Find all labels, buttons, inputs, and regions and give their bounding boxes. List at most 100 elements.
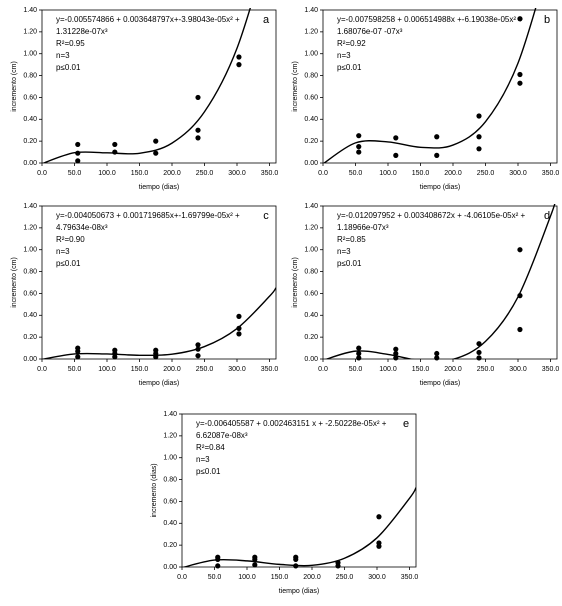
data-point <box>517 326 523 333</box>
y-tick-label: 1.20 <box>163 433 177 440</box>
x-axis-label: tiempo (dias) <box>420 380 460 387</box>
plot-area <box>181 413 417 568</box>
panel: 0.00 0.20 0.40 0.60 0.80 1.00 1.20 1.40 0.0 50.0 1… <box>292 7 560 191</box>
x-axis-label: tiempo (dias) <box>139 380 179 387</box>
data-point <box>236 331 242 337</box>
data-point <box>356 149 362 155</box>
annotation: p≤0.01 <box>56 63 81 72</box>
y-tick-label: 0.40 <box>23 312 37 319</box>
data-point <box>476 355 482 361</box>
x-tick-label: 300.0 <box>509 170 527 177</box>
panel-label: a <box>263 14 270 26</box>
panel-label: e <box>403 418 409 430</box>
annotation: n=3 <box>56 247 70 256</box>
x-tick-label: 150.0 <box>412 170 430 177</box>
y-tick-label: 1.20 <box>304 225 318 232</box>
x-tick-label: 50.0 <box>208 574 222 581</box>
plot-area <box>322 9 558 164</box>
data-point <box>112 354 118 360</box>
y-tick-label: 0.60 <box>304 94 318 101</box>
x-tick-label: 150.0 <box>131 170 149 177</box>
y-tick-label: 0.80 <box>23 72 37 79</box>
x-tick-label: 50.0 <box>349 170 363 177</box>
data-point <box>356 350 362 357</box>
y-tick-label: 1.00 <box>163 455 177 462</box>
x-tick-label: 0.0 <box>318 170 328 177</box>
x-tick-label: 250.0 <box>196 366 214 373</box>
data-point <box>393 346 399 352</box>
x-tick-label: 300.0 <box>509 366 527 373</box>
x-tick-label: 250.0 <box>477 170 495 177</box>
x-tick-label: 50.0 <box>68 366 82 373</box>
x-tick-label: 200.0 <box>303 574 321 581</box>
data-point <box>356 144 362 150</box>
y-tick-label: 0.00 <box>23 356 37 363</box>
data-point <box>356 355 362 361</box>
y-axis-label: incremento (dias) <box>151 463 158 517</box>
y-tick-label: 0.00 <box>163 564 177 571</box>
fit-curve <box>42 287 276 359</box>
data-point <box>476 341 482 347</box>
y-tick-label: 0.20 <box>304 334 318 341</box>
data-point <box>434 134 440 140</box>
annotation: R²=0.95 <box>56 39 85 48</box>
annotation: y=-0.007598258 + 0.006514988x +-6.19038e… <box>337 15 523 24</box>
data-point <box>153 150 159 156</box>
data-point <box>476 134 482 140</box>
y-tick-label: 0.20 <box>163 542 177 549</box>
data-point <box>517 247 523 253</box>
data-point <box>476 113 482 119</box>
panel: 0.00 0.20 0.40 0.60 0.80 1.00 1.20 1.40 0.0 50.0 1… <box>11 203 279 387</box>
y-tick-label: 0.60 <box>23 290 37 297</box>
data-point <box>434 152 440 158</box>
x-tick-label: 150.0 <box>131 366 149 373</box>
data-point <box>356 345 362 351</box>
data-point <box>252 556 258 562</box>
panel: 0.00 0.20 0.40 0.60 0.80 1.00 1.20 1.40 0.0 50.0 1… <box>151 411 419 595</box>
y-tick-label: 1.20 <box>23 29 37 36</box>
data-point <box>195 127 201 133</box>
panel: 0.00 0.20 0.40 0.60 0.80 1.00 1.20 1.40 0.0 50.0 1… <box>11 7 279 191</box>
data-point <box>236 62 242 68</box>
x-tick-label: 0.0 <box>177 574 187 581</box>
annotation: R²=0.85 <box>337 235 366 244</box>
y-tick-label: 0.00 <box>23 160 37 167</box>
data-point <box>252 562 258 568</box>
data-point <box>376 543 382 549</box>
x-tick-label: 350.0 <box>261 170 279 177</box>
data-point <box>215 563 221 569</box>
annotation: R²=0.92 <box>337 39 366 48</box>
annotation: y=-0.004050673 + 0.001719685x+-1.69799e-… <box>56 211 240 220</box>
data-point <box>393 152 399 158</box>
y-tick-label: 0.40 <box>163 520 177 527</box>
plot-area <box>322 205 558 360</box>
annotation: R²=0.84 <box>196 443 225 452</box>
data-point <box>517 16 523 22</box>
data-point <box>293 556 299 562</box>
data-point <box>335 563 341 569</box>
y-axis-label: incremento (cm) <box>11 257 18 308</box>
annotation: y=-0.006405587 + 0.002463151 x + -2.5022… <box>196 419 387 428</box>
x-tick-label: 250.0 <box>336 574 354 581</box>
x-axis-label: tiempo (dias) <box>279 588 319 595</box>
y-tick-label: 1.00 <box>23 51 37 58</box>
y-tick-label: 1.40 <box>23 7 37 14</box>
data-point <box>195 342 201 348</box>
data-point <box>75 348 81 354</box>
x-tick-label: 100.0 <box>98 366 116 373</box>
data-point <box>434 355 440 361</box>
data-point <box>476 349 482 356</box>
x-tick-label: 100.0 <box>98 170 116 177</box>
data-point <box>112 141 118 148</box>
y-tick-label: 0.80 <box>23 268 37 275</box>
x-tick-label: 0.0 <box>37 366 47 373</box>
annotation: p≤0.01 <box>56 259 81 268</box>
data-point <box>195 94 201 101</box>
annotation: y=-0.005574866 + 0.003648797x+-3.98043e-… <box>56 15 240 24</box>
data-point <box>236 54 242 60</box>
fit-curve <box>324 204 556 359</box>
data-point <box>393 135 399 141</box>
data-point <box>434 350 440 357</box>
x-tick-label: 50.0 <box>68 170 82 177</box>
